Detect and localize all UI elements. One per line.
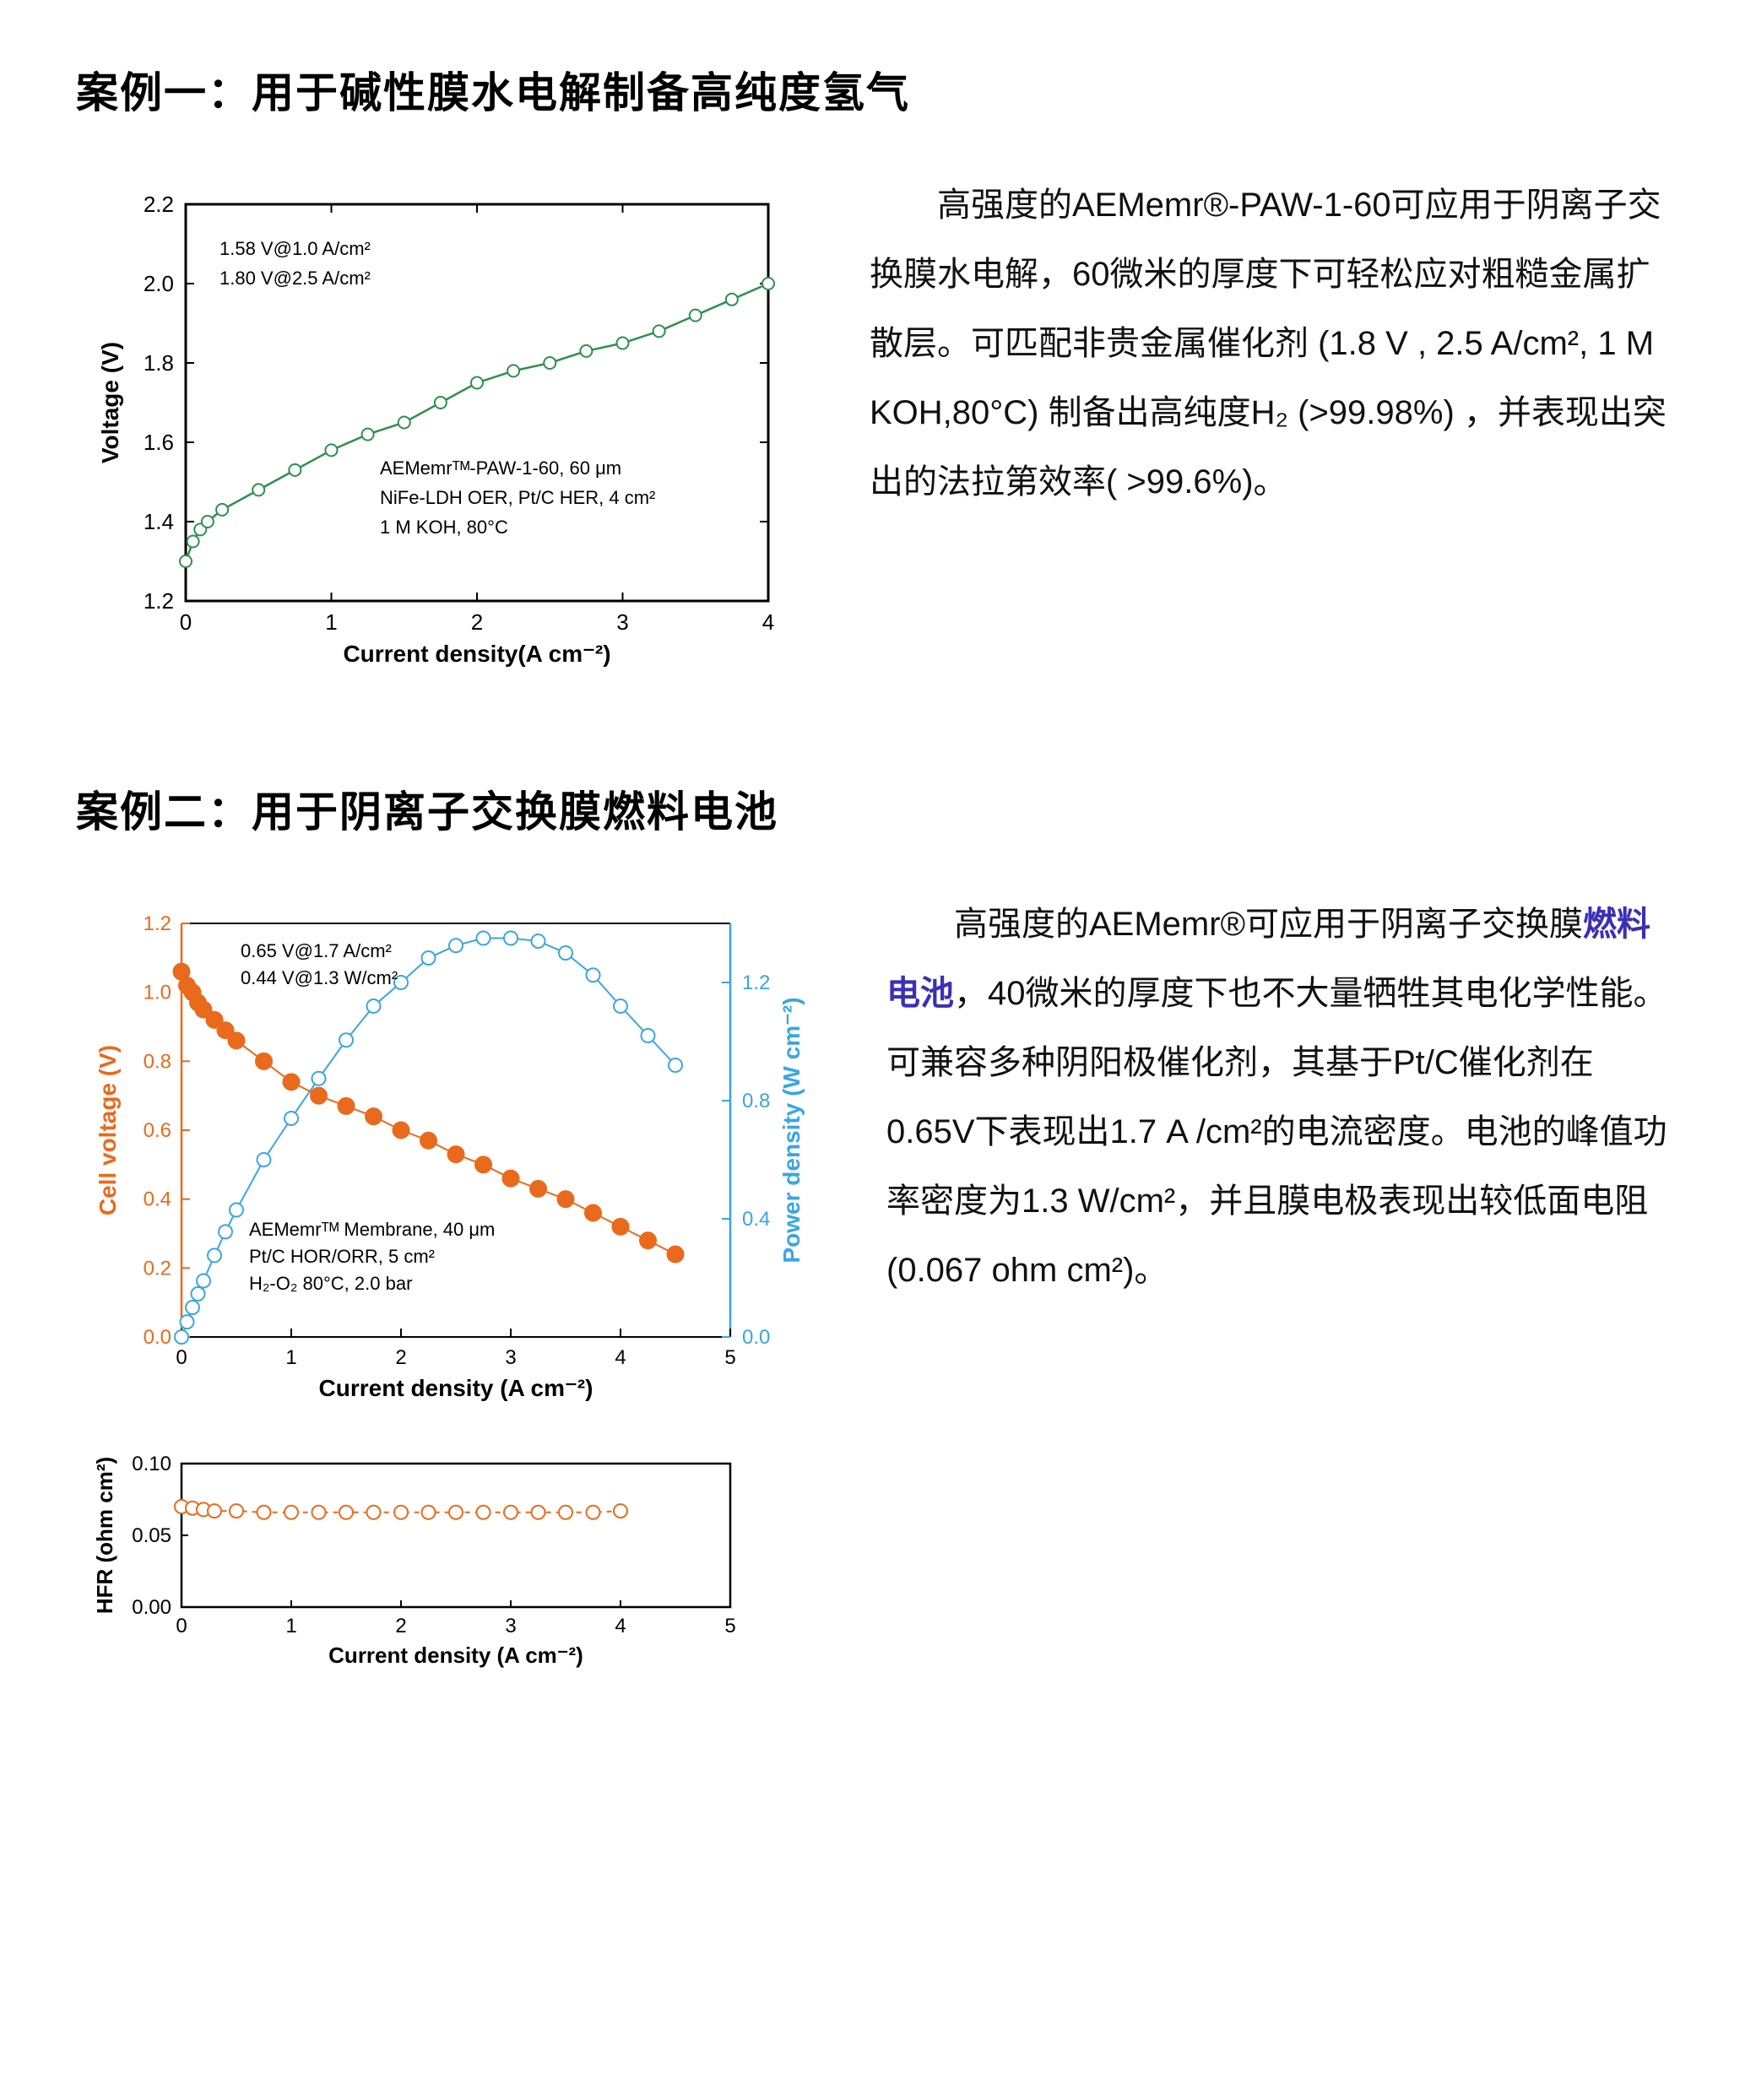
svg-text:1.2: 1.2 bbox=[742, 972, 770, 994]
svg-text:1.2: 1.2 bbox=[144, 912, 171, 935]
svg-text:2.0: 2.0 bbox=[144, 271, 174, 296]
svg-text:0.0: 0.0 bbox=[144, 1326, 171, 1349]
svg-text:4: 4 bbox=[615, 1615, 626, 1637]
case-1-paragraph: 高强度的AEMemr®-PAW-1-60可应用于阴离子交换膜水电解，60微米的厚… bbox=[870, 170, 1680, 517]
svg-text:3: 3 bbox=[616, 609, 628, 635]
svg-text:AEMemrᵀᴹ Membrane, 40 μm: AEMemrᵀᴹ Membrane, 40 μm bbox=[249, 1219, 495, 1240]
svg-text:0.00: 0.00 bbox=[132, 1596, 171, 1619]
chart-hfr: 0 1 2 3 4 5 0.00 0.05 0.10 Current density (A cm⁻… bbox=[76, 1447, 836, 1691]
case-1-text: 高强度的AEMemr®-PAW-1-60可应用于阴离子交换膜水电解，60微米的厚… bbox=[870, 187, 1667, 501]
svg-text:0.44 V@1.3 W/cm²: 0.44 V@1.3 W/cm² bbox=[241, 967, 398, 988]
svg-text:3: 3 bbox=[505, 1346, 516, 1369]
case-1-row: 0 1 2 3 4 1.2 1.4 1.6 1.8 2.0 2.2 Current density(A… bbox=[76, 170, 1680, 677]
svg-text:1.0: 1.0 bbox=[144, 982, 171, 1004]
case-2-text-post: ，40微米的厚度下也不大量牺牲其电化学性能。可兼容多种阴阳极催化剂，其基于Pt/… bbox=[886, 975, 1667, 1289]
svg-text:Pt/C HOR/ORR, 5 cm²: Pt/C HOR/ORR, 5 cm² bbox=[249, 1246, 435, 1267]
svg-text:0: 0 bbox=[176, 1346, 187, 1369]
svg-text:1.6: 1.6 bbox=[144, 430, 174, 455]
svg-text:AEMemrᵀᴹ-PAW-1-60, 60 μm: AEMemrᵀᴹ-PAW-1-60, 60 μm bbox=[380, 457, 621, 479]
case-1-title: 案例一：用于碱性膜水电解制备高纯度氢气 bbox=[76, 59, 1680, 120]
svg-text:0.6: 0.6 bbox=[144, 1119, 171, 1142]
svg-text:Voltage (V): Voltage (V) bbox=[97, 342, 123, 463]
case-2-row: 0 1 2 3 4 5 0.0 0.2 0.4 0.6 0.8 1.0 1.2 0.0 0.4 0.8 1.2 C… bbox=[76, 890, 1680, 1691]
case-1-section: 案例一：用于碱性膜水电解制备高纯度氢气 0 1 2 3 4 1.2 1.4 1.6 1.8 2.0… bbox=[76, 59, 1680, 677]
svg-text:1.8: 1.8 bbox=[144, 350, 174, 376]
svg-text:1: 1 bbox=[285, 1346, 296, 1369]
svg-text:2: 2 bbox=[395, 1615, 406, 1637]
svg-text:2: 2 bbox=[395, 1346, 406, 1369]
chart-fuel-cell: 0 1 2 3 4 5 0.0 0.2 0.4 0.6 0.8 1.0 1.2 0.0 0.4 0.8 1.2 C… bbox=[76, 890, 836, 1413]
svg-text:1 M KOH, 80°C: 1 M KOH, 80°C bbox=[380, 517, 508, 538]
svg-text:Cell voltage (V): Cell voltage (V) bbox=[95, 1045, 121, 1215]
svg-text:Power density (W cm⁻²): Power density (W cm⁻²) bbox=[778, 997, 805, 1263]
case-2-text-pre: 高强度的AEMemr®可应用于阴离子交换膜 bbox=[954, 906, 1583, 943]
svg-text:3: 3 bbox=[505, 1615, 516, 1637]
svg-text:4: 4 bbox=[762, 609, 774, 635]
svg-text:0.4: 0.4 bbox=[144, 1188, 171, 1211]
svg-text:1: 1 bbox=[285, 1615, 296, 1637]
svg-text:Current density (A cm⁻²): Current density (A cm⁻²) bbox=[319, 1375, 593, 1401]
svg-text:4: 4 bbox=[615, 1346, 626, 1369]
svg-text:H₂-O₂ 80°C, 2.0 bar: H₂-O₂ 80°C, 2.0 bar bbox=[249, 1273, 412, 1294]
svg-text:NiFe-LDH OER, Pt/C HER, 4 cm²: NiFe-LDH OER, Pt/C HER, 4 cm² bbox=[380, 487, 655, 508]
svg-text:0.8: 0.8 bbox=[144, 1050, 171, 1073]
case-2-section: 案例二：用于阴离子交换膜燃料电池 0 1 2 3 4 5 0.0 0.2 0.4 0.6 0.8 1.… bbox=[76, 778, 1680, 1691]
case-2-title: 案例二：用于阴离子交换膜燃料电池 bbox=[76, 778, 1680, 839]
svg-text:1.80 V@2.5 A/cm²: 1.80 V@2.5 A/cm² bbox=[220, 268, 371, 289]
svg-text:0.4: 0.4 bbox=[742, 1208, 770, 1231]
svg-text:2: 2 bbox=[471, 609, 483, 635]
svg-text:HFR (ohm cm²): HFR (ohm cm²) bbox=[92, 1457, 117, 1614]
svg-text:1.4: 1.4 bbox=[144, 509, 174, 534]
svg-text:0.65 V@1.7 A/cm²: 0.65 V@1.7 A/cm² bbox=[241, 940, 392, 961]
case-2-paragraph: 高强度的AEMemr®可应用于阴离子交换膜燃料电池，40微米的厚度下也不大量牺牲… bbox=[886, 890, 1680, 1305]
svg-text:1.58 V@1.0 A/cm²: 1.58 V@1.0 A/cm² bbox=[220, 238, 371, 259]
chart-electrolysis: 0 1 2 3 4 1.2 1.4 1.6 1.8 2.0 2.2 Current density(A… bbox=[76, 170, 819, 677]
svg-text:0.05: 0.05 bbox=[132, 1524, 171, 1547]
svg-text:0.10: 0.10 bbox=[132, 1453, 171, 1475]
case-2-chart-col: 0 1 2 3 4 5 0.0 0.2 0.4 0.6 0.8 1.0 1.2 0.0 0.4 0.8 1.2 C… bbox=[76, 890, 836, 1691]
svg-text:1.2: 1.2 bbox=[144, 588, 174, 614]
svg-text:Current density(A cm⁻²): Current density(A cm⁻²) bbox=[343, 641, 610, 667]
svg-text:2.2: 2.2 bbox=[144, 192, 174, 217]
svg-text:Current density (A cm⁻²): Current density (A cm⁻²) bbox=[328, 1643, 583, 1668]
case-1-chart-col: 0 1 2 3 4 1.2 1.4 1.6 1.8 2.0 2.2 Current density(A… bbox=[76, 170, 819, 677]
svg-text:5: 5 bbox=[724, 1346, 735, 1369]
svg-text:0: 0 bbox=[176, 1615, 187, 1637]
svg-text:5: 5 bbox=[724, 1615, 735, 1637]
svg-text:0: 0 bbox=[180, 609, 192, 635]
svg-text:0.0: 0.0 bbox=[742, 1326, 770, 1349]
svg-text:0.2: 0.2 bbox=[144, 1257, 171, 1280]
svg-text:0.8: 0.8 bbox=[742, 1090, 770, 1112]
svg-text:1: 1 bbox=[325, 609, 337, 635]
